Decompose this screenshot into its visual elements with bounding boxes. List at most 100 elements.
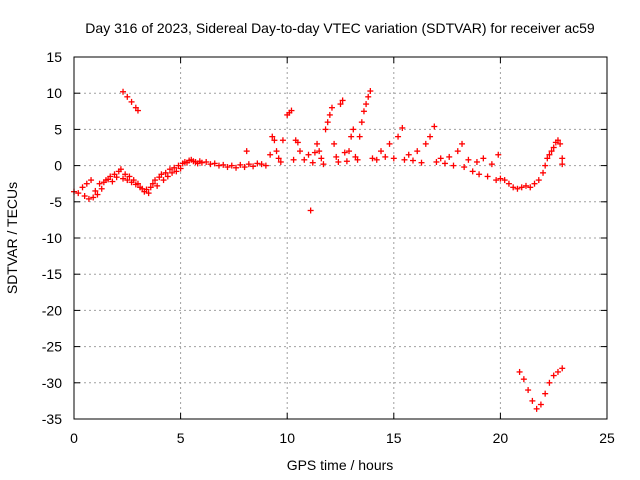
data-point-marker [544, 155, 551, 162]
data-point-marker [533, 405, 540, 412]
x-tick-label: 20 [493, 430, 509, 446]
data-point-marker [237, 161, 244, 168]
data-point-marker [241, 164, 248, 171]
data-point-marker [354, 156, 361, 163]
data-point-marker [94, 191, 101, 198]
data-point-marker [418, 159, 425, 166]
data-point-marker [113, 174, 120, 181]
data-point-marker [554, 137, 561, 144]
data-point-marker [363, 101, 370, 108]
data-point-marker [399, 124, 406, 131]
data-point-marker [318, 155, 325, 162]
data-point-marker [431, 123, 438, 130]
x-tick-label: 10 [279, 430, 295, 446]
y-axis-ticks: 15 10 5 0 -5 -10 -15 -20 -25 -30 -35 [42, 49, 607, 427]
data-point-marker [328, 104, 335, 111]
data-point-marker [365, 93, 372, 100]
y-tick-label: -35 [42, 411, 62, 427]
data-point-marker [390, 155, 397, 162]
data-point-marker [331, 140, 338, 147]
data-point-marker [405, 151, 412, 158]
y-axis-label: SDTVAR / TECUs [4, 182, 20, 294]
data-point-marker [522, 182, 529, 189]
data-point-marker [269, 133, 276, 140]
data-point-marker [88, 177, 95, 184]
data-point-marker [203, 158, 210, 165]
x-axis-label: GPS time / hours [287, 457, 394, 473]
data-point-marker [320, 161, 327, 168]
data-point-marker [109, 178, 116, 185]
y-tick-label: -10 [42, 230, 62, 246]
data-point-marker [367, 88, 374, 95]
data-point-marker [369, 155, 376, 162]
data-points [71, 88, 566, 412]
data-point-marker [177, 165, 184, 172]
data-point-marker [160, 177, 167, 184]
data-point-marker [275, 155, 282, 162]
data-point-marker [169, 169, 176, 176]
data-point-marker [409, 157, 416, 164]
data-point-marker [154, 182, 161, 189]
chart-title: Day 316 of 2023, Sidereal Day-to-day VTE… [85, 20, 595, 36]
data-point-marker [250, 163, 257, 170]
data-point-marker [542, 162, 549, 169]
x-tick-label: 5 [177, 430, 185, 446]
data-point-marker [98, 185, 105, 192]
data-point-marker [559, 155, 566, 162]
data-point-marker [557, 140, 564, 147]
data-point-marker [90, 194, 97, 201]
y-tick-label: 15 [46, 49, 62, 65]
data-point-marker [546, 151, 553, 158]
data-point-marker [322, 126, 329, 133]
data-point-marker [527, 184, 534, 191]
data-point-marker [262, 162, 269, 169]
data-point-marker [484, 173, 491, 180]
data-point-marker [79, 184, 86, 191]
data-point-marker [488, 161, 495, 168]
data-point-marker [465, 156, 472, 163]
data-point-marker [273, 148, 280, 155]
data-point-marker [124, 177, 131, 184]
data-point-marker [301, 156, 308, 163]
x-tick-label: 15 [386, 430, 402, 446]
data-point-marker [296, 148, 303, 155]
y-tick-label: 0 [54, 158, 62, 174]
data-point-marker [537, 401, 544, 408]
data-point-marker [267, 151, 274, 158]
data-point-marker [360, 108, 367, 115]
data-point-marker [535, 177, 542, 184]
data-point-marker [228, 162, 235, 169]
data-point-marker [525, 387, 532, 394]
data-point-marker [279, 137, 286, 144]
data-point-marker [542, 390, 549, 397]
y-tick-label: 10 [46, 85, 62, 101]
data-point-marker [395, 133, 402, 140]
data-point-marker [211, 160, 218, 167]
data-point-marker [305, 151, 312, 158]
data-point-marker [152, 177, 159, 184]
data-point-marker [339, 97, 346, 104]
data-point-marker [92, 187, 99, 194]
data-point-marker [309, 159, 316, 166]
data-point-marker [324, 119, 331, 126]
data-point-marker [546, 379, 553, 386]
data-point-marker [437, 155, 444, 162]
data-point-marker [550, 372, 557, 379]
data-point-marker [173, 168, 180, 175]
data-point-marker [414, 148, 421, 155]
data-point-marker [441, 160, 448, 167]
data-point-marker [335, 158, 342, 165]
data-point-marker [171, 164, 178, 171]
data-point-marker [224, 164, 231, 171]
data-point-marker [314, 140, 321, 147]
data-point-marker [559, 365, 566, 372]
data-point-marker [145, 190, 152, 197]
data-point-marker [158, 171, 165, 178]
data-point-marker [294, 139, 301, 146]
data-point-marker [215, 162, 222, 169]
data-point-marker [316, 148, 323, 155]
grid [74, 57, 607, 419]
data-point-marker [96, 180, 103, 187]
data-point-marker [134, 107, 141, 114]
